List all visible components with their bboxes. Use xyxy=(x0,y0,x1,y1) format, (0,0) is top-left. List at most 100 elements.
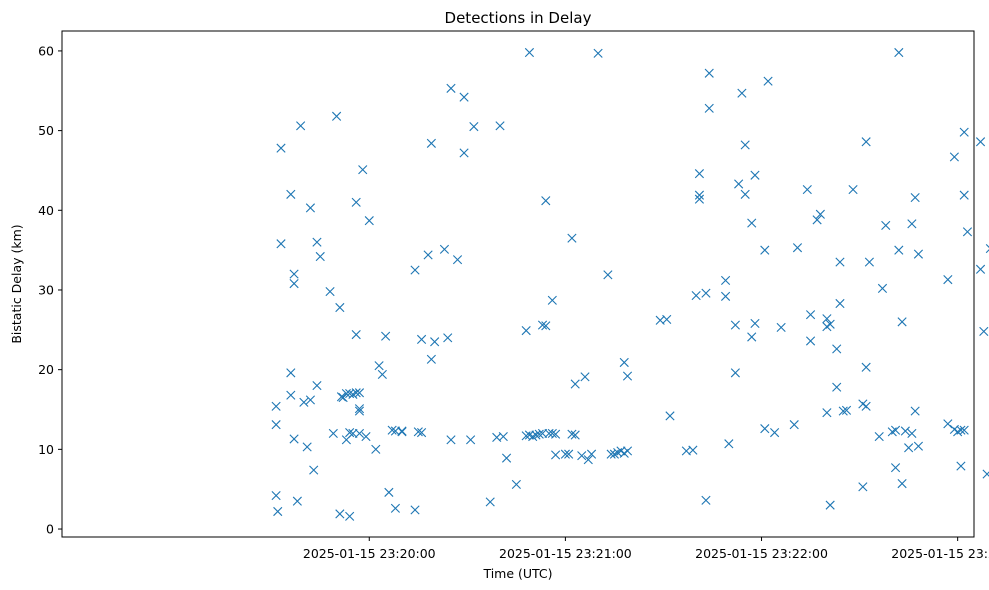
data-point xyxy=(763,76,773,86)
data-point xyxy=(832,344,842,354)
data-point xyxy=(975,137,986,147)
data-point xyxy=(567,429,577,439)
data-point xyxy=(704,103,714,113)
data-point xyxy=(335,302,345,313)
data-point xyxy=(904,443,914,453)
data-point xyxy=(959,190,969,200)
data-point xyxy=(276,239,286,249)
data-point xyxy=(377,369,387,380)
data-point xyxy=(271,490,281,501)
data-point xyxy=(364,216,374,226)
data-point xyxy=(805,310,816,320)
data-point xyxy=(985,243,989,254)
y-tick-label: 0 xyxy=(46,522,54,537)
y-tick-label: 10 xyxy=(38,442,54,457)
data-point xyxy=(910,192,920,203)
data-point xyxy=(881,220,891,231)
data-point xyxy=(805,336,816,346)
data-point xyxy=(956,425,966,435)
data-point xyxy=(446,435,456,445)
data-point xyxy=(466,435,476,445)
data-point xyxy=(390,503,401,513)
data-point xyxy=(861,137,871,147)
data-point xyxy=(387,425,397,435)
data-point xyxy=(430,337,440,347)
data-point xyxy=(662,314,672,325)
data-point xyxy=(315,251,325,262)
x-tick-label: 2025-01-15 23:20:00 xyxy=(303,546,436,561)
data-point xyxy=(485,497,495,507)
data-point xyxy=(943,275,953,285)
y-tick-label: 30 xyxy=(38,282,54,297)
data-point xyxy=(521,326,531,336)
data-point xyxy=(495,121,505,131)
data-point xyxy=(286,368,296,378)
data-point xyxy=(897,479,907,489)
data-point xyxy=(822,314,832,324)
x-axis-label: Time (UTC) xyxy=(482,566,552,581)
data-point xyxy=(551,450,561,460)
data-point xyxy=(874,432,884,442)
data-point xyxy=(286,390,296,400)
data-point xyxy=(426,354,436,364)
data-point xyxy=(397,426,407,436)
data-point xyxy=(586,449,597,459)
data-point xyxy=(354,388,365,398)
x-tick-label: 2025-01-15 23:22:00 xyxy=(695,546,828,561)
y-tick-label: 50 xyxy=(38,123,54,138)
data-point xyxy=(701,495,711,505)
data-point xyxy=(622,371,633,381)
data-point xyxy=(328,428,338,438)
data-point xyxy=(312,381,322,391)
data-point xyxy=(560,449,570,459)
data-point xyxy=(534,429,544,439)
data-point xyxy=(335,509,345,519)
data-point xyxy=(410,505,420,515)
data-point xyxy=(913,441,924,451)
data-point xyxy=(720,291,731,301)
data-point xyxy=(583,455,593,465)
data-point xyxy=(792,243,803,253)
data-point xyxy=(577,451,587,461)
data-point xyxy=(446,83,456,93)
data-point xyxy=(825,319,835,329)
data-point xyxy=(962,227,973,237)
data-point xyxy=(547,295,557,305)
data-point xyxy=(459,92,469,102)
plot-area-frame xyxy=(61,30,975,538)
data-points xyxy=(271,47,989,521)
data-point xyxy=(956,461,966,471)
data-point xyxy=(397,427,407,437)
data-point xyxy=(815,209,825,219)
data-point xyxy=(541,321,551,331)
data-point xyxy=(289,279,299,289)
data-point xyxy=(351,330,361,340)
data-point xyxy=(760,424,770,434)
data-point xyxy=(622,446,633,456)
data-point xyxy=(537,320,548,330)
data-point xyxy=(822,408,832,418)
data-point xyxy=(524,47,535,58)
data-point xyxy=(750,170,760,180)
data-point xyxy=(907,219,917,229)
data-point xyxy=(452,255,463,265)
data-point xyxy=(975,264,986,274)
data-point xyxy=(289,269,299,279)
data-point xyxy=(691,290,701,301)
data-point xyxy=(913,249,924,259)
data-point xyxy=(900,426,910,436)
data-point xyxy=(551,429,561,439)
data-point xyxy=(354,406,365,416)
data-point xyxy=(943,419,953,429)
data-point xyxy=(740,189,750,199)
data-point xyxy=(354,428,365,438)
x-axis-ticks: 2025-01-15 23:20:00 2025-01-15 23:21:00 20… xyxy=(303,537,989,561)
data-point xyxy=(567,233,577,243)
data-point xyxy=(564,449,574,459)
data-point xyxy=(361,432,371,442)
data-point xyxy=(443,333,453,343)
y-axis-ticks: 0 10 20 30 40 50 60 xyxy=(38,43,62,537)
data-point xyxy=(694,194,705,204)
y-tick-label: 20 xyxy=(38,362,54,377)
data-point xyxy=(949,152,959,162)
